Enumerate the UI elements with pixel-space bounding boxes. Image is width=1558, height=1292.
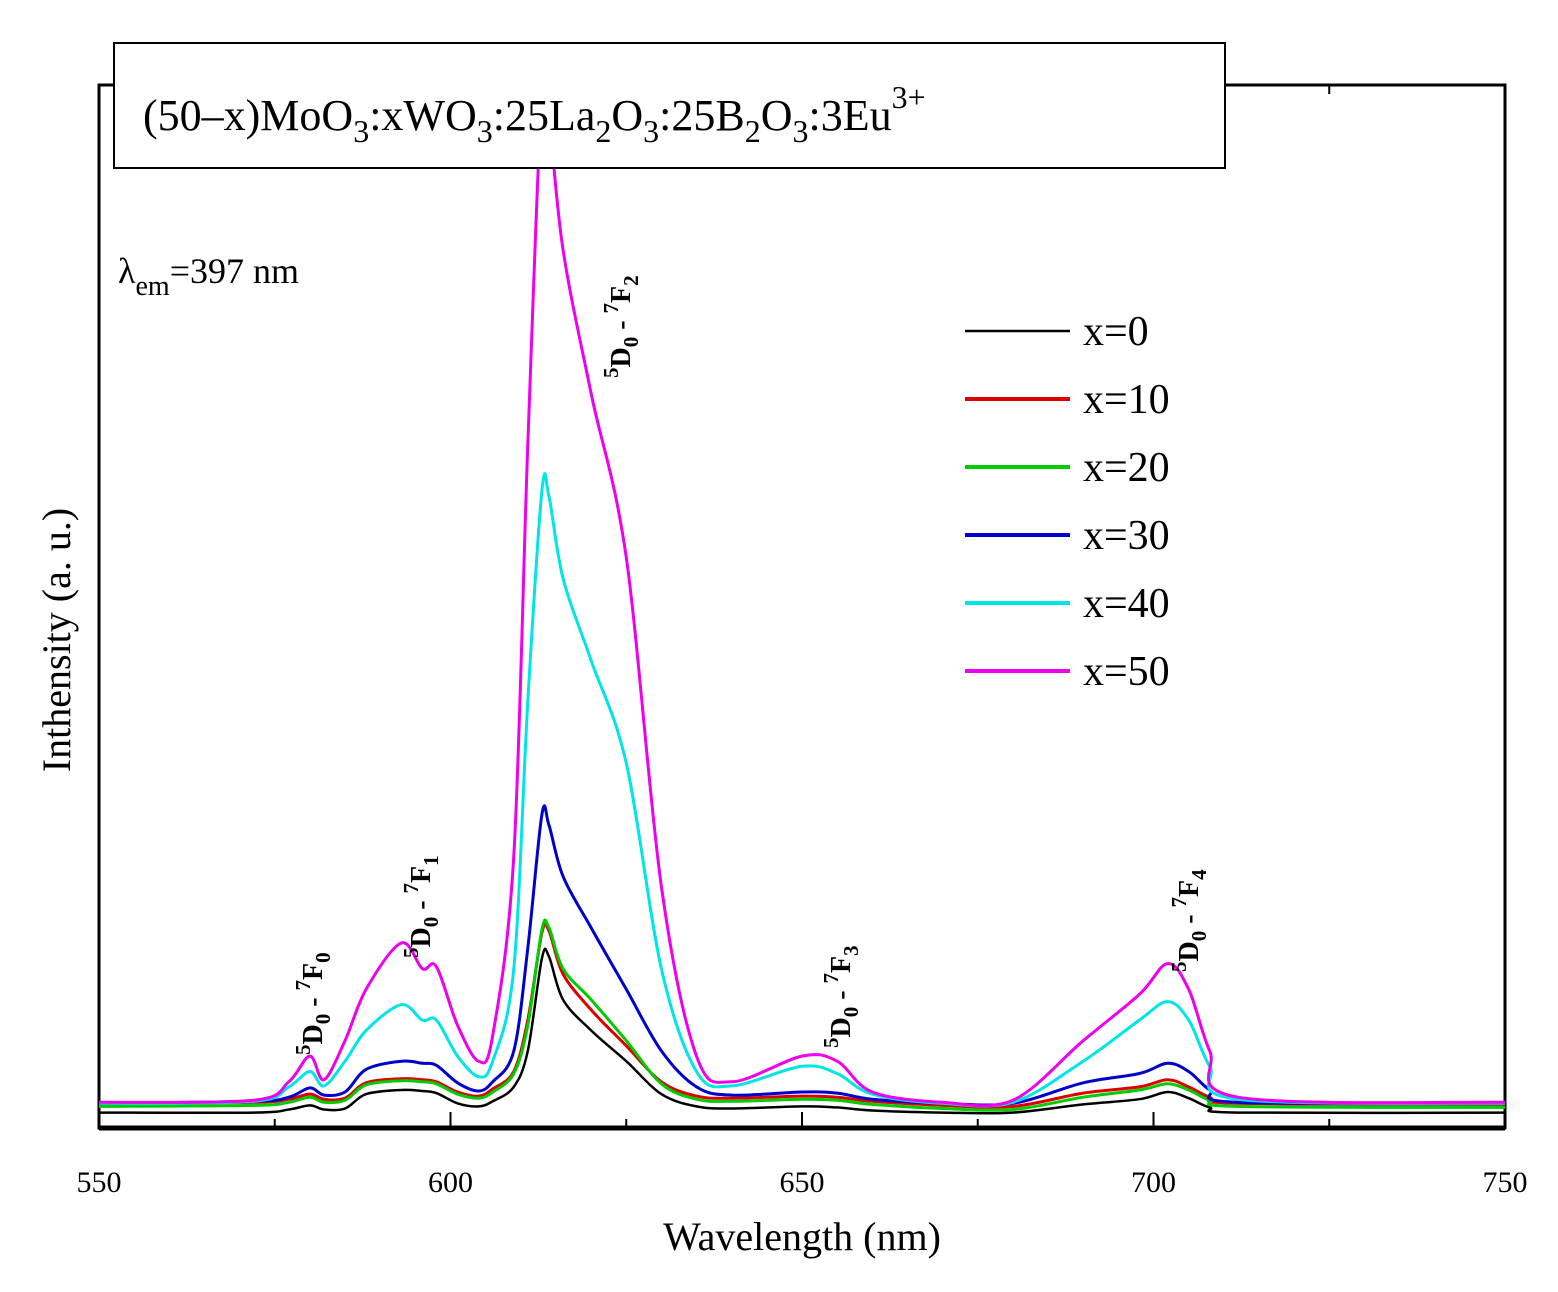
legend: x=0 x=10 x=20 x=30 x=40 x=50 xyxy=(965,309,1170,695)
series-line-x-10 xyxy=(98,922,1506,1109)
x-tick-label: 600 xyxy=(428,1166,473,1199)
legend-label-x-20: x=20 xyxy=(1083,445,1170,491)
legend-label-x-50: x=50 xyxy=(1083,649,1170,695)
x-axis-ticks: 550 600 650 700 750 xyxy=(77,85,1528,1199)
x-axis-title: Wavelength (nm) xyxy=(663,1214,941,1259)
y-axis-title: Inthensity (a. u.) xyxy=(34,508,79,772)
series-lines xyxy=(98,65,1506,1115)
annotation-5d0-7f4: 5D0 - 7F4 xyxy=(1167,869,1211,972)
series-line-x-40 xyxy=(98,472,1506,1108)
series-line-x-30 xyxy=(98,804,1506,1107)
svg-text:5D0 - 7F1: 5D0 - 7F1 xyxy=(399,855,443,958)
x-tick-label: 700 xyxy=(1131,1166,1176,1199)
svg-text:5D0 - 7F0: 5D0 - 7F0 xyxy=(291,952,335,1055)
x-tick-label: 650 xyxy=(780,1166,825,1199)
legend-label-x-40: x=40 xyxy=(1083,581,1170,627)
series-line-x-50 xyxy=(98,65,1506,1108)
legend-label-x-10: x=10 xyxy=(1083,377,1170,423)
excitation-label: λem=397 nm xyxy=(118,251,299,302)
annotation-5d0-7f1: 5D0 - 7F1 xyxy=(399,855,443,958)
svg-text:5D0 - 7F4: 5D0 - 7F4 xyxy=(1167,869,1211,972)
x-tick-label: 550 xyxy=(77,1166,122,1199)
annotation-5d0-7f3: 5D0 - 7F3 xyxy=(819,945,863,1048)
annotation-5d0-7f0: 5D0 - 7F0 xyxy=(291,952,335,1055)
legend-label-x-30: x=30 xyxy=(1083,513,1170,559)
chart-title: (50–x)MoO3:xWO3:25La2O3:25B2O3:3Eu3+ xyxy=(143,79,926,149)
title-box xyxy=(113,42,1226,169)
x-tick-label: 750 xyxy=(1483,1166,1528,1199)
svg-text:5D0 - 7F3: 5D0 - 7F3 xyxy=(819,945,863,1048)
legend-label-x-0: x=0 xyxy=(1083,309,1149,355)
svg-text:5D0 - 7F2: 5D0 - 7F2 xyxy=(599,275,643,378)
series-line-x-20 xyxy=(98,918,1506,1112)
series-line-x-0 xyxy=(98,947,1506,1115)
annotation-5d0-7f2: 5D0 - 7F2 xyxy=(599,275,643,378)
